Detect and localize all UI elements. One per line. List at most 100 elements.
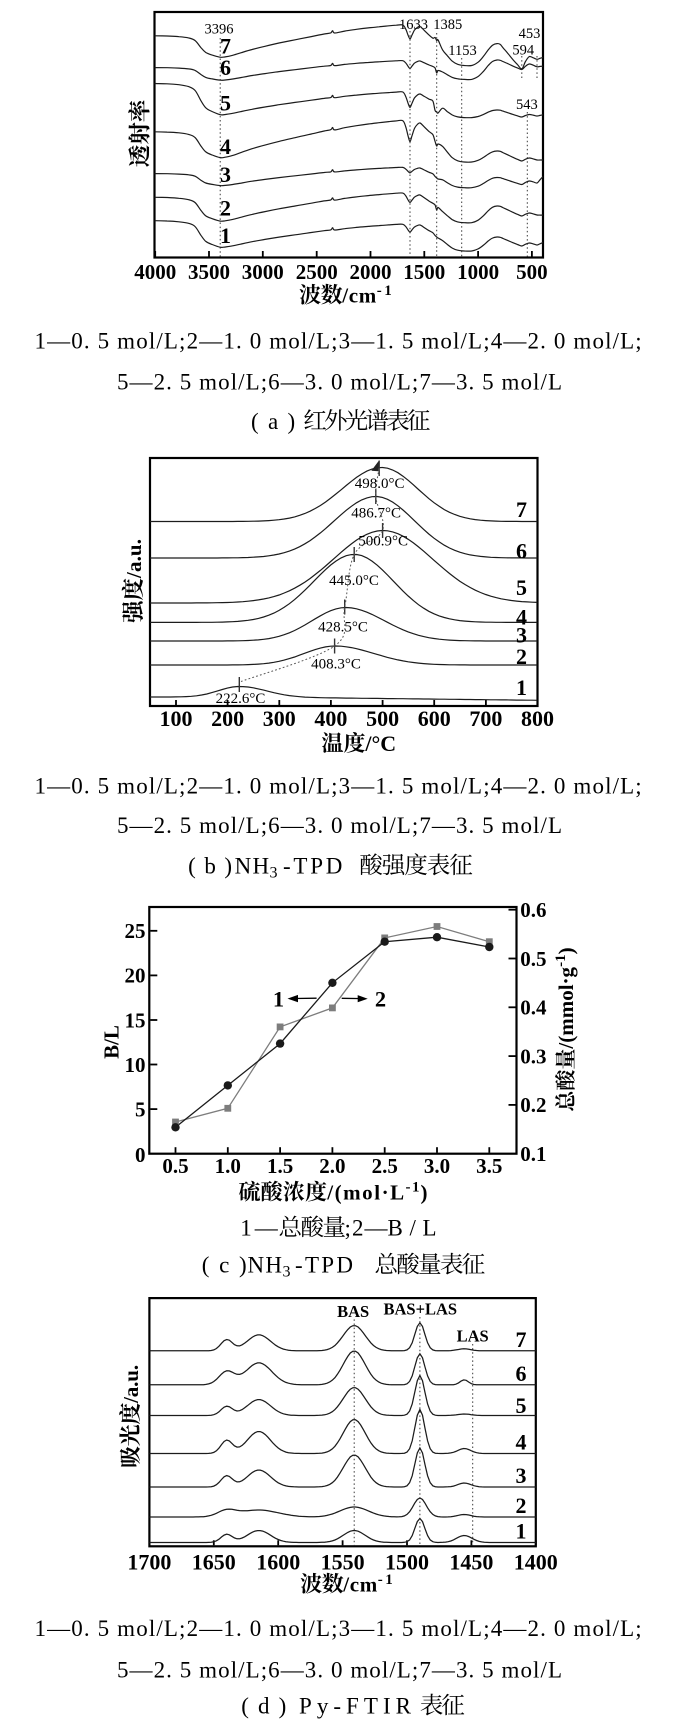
svg-text:5: 5 bbox=[220, 91, 231, 116]
svg-text:1: 1 bbox=[220, 223, 231, 248]
svg-text:1—: 1— bbox=[240, 1215, 278, 1240]
svg-text:1500: 1500 bbox=[385, 1549, 429, 1574]
svg-text:B/L: B/L bbox=[100, 1025, 124, 1059]
svg-text:15: 15 bbox=[125, 1008, 146, 1032]
svg-text:1550: 1550 bbox=[321, 1549, 365, 1574]
svg-text:400: 400 bbox=[314, 706, 347, 731]
svg-text:Py-FTIR: Py-FTIR bbox=[299, 1693, 412, 1718]
svg-text:-1: -1 bbox=[406, 1180, 420, 1196]
svg-text:-TPD: -TPD bbox=[295, 1253, 353, 1278]
svg-text:0.2: 0.2 bbox=[520, 1093, 546, 1117]
svg-text:500: 500 bbox=[366, 706, 399, 731]
svg-text:25: 25 bbox=[125, 919, 146, 943]
svg-text:(d): (d) bbox=[241, 1693, 286, 1718]
svg-text:200: 200 bbox=[211, 706, 244, 731]
svg-text:5—2. 5 mol/L;6—3. 0 mol/L;7—3.: 5—2. 5 mol/L;6—3. 0 mol/L;7—3. 5 mol/L bbox=[117, 369, 562, 394]
svg-text:B/L: B/L bbox=[388, 1215, 437, 1240]
svg-text:4: 4 bbox=[516, 604, 527, 629]
svg-text:4000: 4000 bbox=[134, 260, 176, 284]
svg-text:1385: 1385 bbox=[433, 17, 462, 33]
svg-text:2000: 2000 bbox=[350, 260, 392, 284]
svg-text:3: 3 bbox=[516, 1463, 527, 1488]
svg-text:1000: 1000 bbox=[457, 260, 499, 284]
svg-text:2: 2 bbox=[220, 195, 231, 220]
svg-text:1—0. 5 mol/L;2—1. 0 mol/L;3—1.: 1—0. 5 mol/L;2—1. 0 mol/L;3—1. 5 mol/L;4… bbox=[35, 774, 642, 799]
svg-text:1400: 1400 bbox=[514, 1549, 558, 1574]
svg-text:3.0: 3.0 bbox=[424, 1154, 450, 1178]
svg-text:222.6°C: 222.6°C bbox=[216, 691, 266, 707]
svg-text:(b): (b) bbox=[188, 853, 232, 878]
svg-text:5: 5 bbox=[516, 575, 527, 600]
svg-text:800: 800 bbox=[521, 706, 554, 731]
svg-text:0.5: 0.5 bbox=[520, 947, 546, 971]
svg-text:0.1: 0.1 bbox=[520, 1142, 546, 1166]
svg-text:2: 2 bbox=[516, 644, 527, 669]
svg-text:543: 543 bbox=[516, 97, 538, 113]
svg-text:2: 2 bbox=[375, 987, 386, 1012]
svg-text:408.3°C: 408.3°C bbox=[311, 657, 361, 673]
svg-text:1: 1 bbox=[273, 987, 284, 1012]
svg-text:1650: 1650 bbox=[192, 1549, 236, 1574]
svg-text:-1: -1 bbox=[377, 283, 392, 299]
svg-text:3000: 3000 bbox=[242, 260, 284, 284]
svg-text:594: 594 bbox=[512, 43, 535, 59]
svg-text:0.3: 0.3 bbox=[520, 1044, 546, 1068]
svg-text:3500: 3500 bbox=[188, 260, 230, 284]
svg-text:5—2. 5 mol/L;6—3. 0 mol/L;7—3.: 5—2. 5 mol/L;6—3. 0 mol/L;7—3. 5 mol/L bbox=[117, 1657, 562, 1682]
svg-text:1.0: 1.0 bbox=[215, 1154, 241, 1178]
svg-text:453: 453 bbox=[519, 26, 541, 42]
svg-text:0.4: 0.4 bbox=[520, 996, 547, 1020]
svg-text:428.5°C: 428.5°C bbox=[318, 620, 368, 636]
svg-text:3: 3 bbox=[270, 865, 278, 882]
svg-text:): ) bbox=[421, 1181, 428, 1205]
svg-text:3.5: 3.5 bbox=[476, 1154, 502, 1178]
svg-text:(c): (c) bbox=[202, 1253, 247, 1278]
svg-text:/°C: /°C bbox=[364, 731, 396, 756]
svg-text:486.7°C: 486.7°C bbox=[351, 506, 401, 522]
svg-text:1700: 1700 bbox=[127, 1549, 171, 1574]
svg-text:/a.u.: /a.u. bbox=[119, 1365, 143, 1404]
svg-text:6: 6 bbox=[516, 1361, 527, 1386]
svg-text:6: 6 bbox=[220, 55, 231, 80]
svg-text:/(mmol·g: /(mmol·g bbox=[554, 966, 578, 1049]
svg-text:LAS: LAS bbox=[457, 1326, 489, 1345]
svg-text:-1: -1 bbox=[553, 954, 569, 967]
svg-text:2.0: 2.0 bbox=[319, 1154, 345, 1178]
svg-text:500.9°C: 500.9°C bbox=[358, 534, 408, 550]
svg-text:100: 100 bbox=[160, 706, 193, 731]
svg-text:2: 2 bbox=[516, 1493, 527, 1518]
svg-text:300: 300 bbox=[263, 706, 296, 731]
svg-text:5: 5 bbox=[516, 1393, 527, 1418]
svg-text:3: 3 bbox=[220, 162, 231, 187]
svg-text:7: 7 bbox=[220, 34, 231, 59]
svg-text:;2—: ;2— bbox=[345, 1215, 389, 1240]
svg-text:4: 4 bbox=[220, 134, 231, 159]
svg-text:1: 1 bbox=[516, 675, 527, 700]
svg-text:0.5: 0.5 bbox=[162, 1154, 188, 1178]
svg-text:/(mol·L: /(mol·L bbox=[326, 1181, 404, 1205]
svg-text:5: 5 bbox=[135, 1097, 146, 1121]
svg-text:1600: 1600 bbox=[256, 1549, 300, 1574]
svg-text:7: 7 bbox=[516, 497, 527, 522]
svg-text:3396: 3396 bbox=[205, 22, 234, 38]
svg-text:0.6: 0.6 bbox=[520, 898, 546, 922]
svg-text:/cm: /cm bbox=[342, 1573, 378, 1597]
svg-text:BAS+LAS: BAS+LAS bbox=[383, 1300, 457, 1319]
svg-text:1—0. 5 mol/L;2—1. 0 mol/L;3—1.: 1—0. 5 mol/L;2—1. 0 mol/L;3—1. 5 mol/L;4… bbox=[35, 329, 642, 354]
svg-text:1153: 1153 bbox=[448, 43, 476, 59]
svg-text:-TPD: -TPD bbox=[283, 853, 342, 878]
svg-text:600: 600 bbox=[418, 706, 451, 731]
svg-text:445.0°C: 445.0°C bbox=[329, 573, 379, 589]
svg-text:3: 3 bbox=[283, 1264, 291, 1281]
svg-text:1—0. 5 mol/L;2—1. 0 mol/L;3—1.: 1—0. 5 mol/L;2—1. 0 mol/L;3—1. 5 mol/L;4… bbox=[35, 1616, 642, 1641]
svg-text:5—2. 5 mol/L;6—3. 0 mol/L;7—3.: 5—2. 5 mol/L;6—3. 0 mol/L;7—3. 5 mol/L bbox=[117, 813, 562, 838]
svg-text:4: 4 bbox=[516, 1430, 527, 1455]
svg-text:3: 3 bbox=[516, 622, 527, 647]
svg-text:498.0°C: 498.0°C bbox=[355, 476, 405, 492]
svg-text:-1: -1 bbox=[378, 1572, 393, 1588]
svg-text:NH: NH bbox=[248, 1253, 283, 1278]
svg-text:NH: NH bbox=[235, 853, 270, 878]
svg-text:20: 20 bbox=[125, 964, 146, 988]
svg-text:10: 10 bbox=[125, 1053, 146, 1077]
svg-text:/a.u.: /a.u. bbox=[122, 539, 146, 579]
